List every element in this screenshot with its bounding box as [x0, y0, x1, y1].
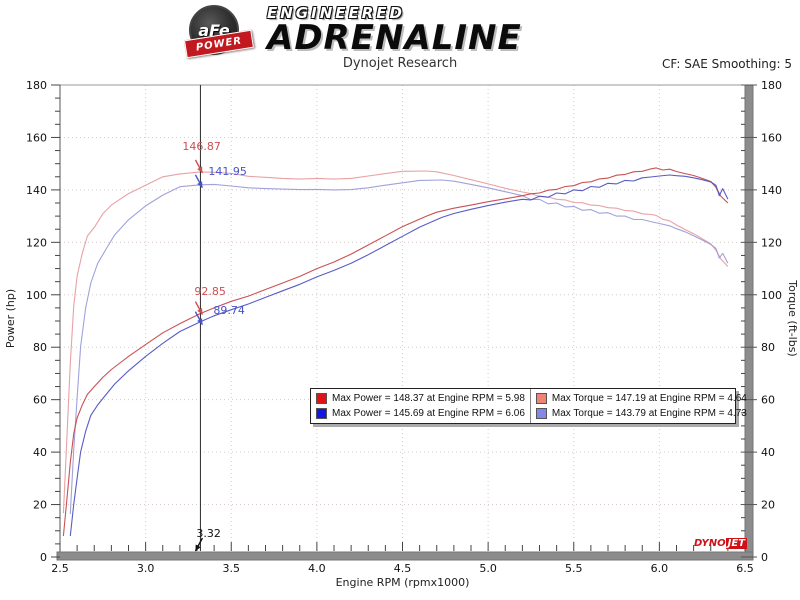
- curve-torque-run-1: [62, 170, 729, 514]
- dynojet-logo-jet: JET: [725, 538, 748, 549]
- x-tick-label: 3.0: [137, 562, 155, 575]
- x-axis-bar: [56, 551, 754, 561]
- y-tick-label-left: 20: [33, 499, 47, 512]
- torque-1-swatch-icon: [535, 393, 547, 404]
- readout-arrowhead: [197, 318, 203, 325]
- readout-torque-run-2: 141.95: [208, 164, 247, 178]
- y-tick-label-left: 100: [26, 289, 47, 302]
- torque-2-swatch-icon: [535, 408, 547, 419]
- y-axis-bar-right: [744, 84, 754, 553]
- x-tick-label: 4.5: [394, 562, 412, 575]
- readout-arrowhead: [195, 544, 201, 551]
- readout-power-run-2: 89.74: [213, 303, 245, 317]
- y-tick-label-right: 20: [761, 499, 775, 512]
- y-tick-label-right: 80: [761, 341, 775, 354]
- afe-badge-icon: aFe POWER: [183, 2, 257, 59]
- dynojet-logo-dyno: DYNO: [694, 538, 726, 549]
- power-2-swatch-icon: [316, 408, 327, 419]
- legend-item-power-2: Max Power = 145.69 at Engine RPM = 6.06: [311, 406, 530, 421]
- cursor-rpm-label: 3.32: [196, 527, 221, 540]
- legend-label: Max Torque = 143.79 at Engine RPM = 4.73: [551, 408, 747, 419]
- legend-torque-column: Max Torque = 147.19 at Engine RPM = 4.64…: [529, 389, 752, 423]
- y-tick-label-right: 0: [761, 551, 768, 564]
- y-tick-label-left: 120: [26, 236, 47, 249]
- y-axis-title-left: Power (hp): [4, 289, 17, 348]
- curve-power-run-1: [62, 167, 729, 537]
- curve-power-run-2: [69, 174, 729, 537]
- x-tick-label: 4.0: [308, 562, 326, 575]
- legend-label: Max Power = 145.69 at Engine RPM = 6.06: [332, 408, 525, 419]
- readout-torque-run-1: 146.87: [182, 139, 221, 153]
- x-axis-title: Engine RPM (rpmx1000): [336, 576, 470, 589]
- y-tick-label-left: 80: [33, 341, 47, 354]
- legend-label: Max Power = 148.37 at Engine RPM = 5.98: [332, 393, 525, 404]
- header: aFe POWER ENGINEERED ADRENALINE Dynojet …: [0, 0, 800, 78]
- y-tick-label-right: 160: [761, 131, 782, 144]
- legend-item-torque-1: Max Torque = 147.19 at Engine RPM = 4.64: [531, 391, 752, 406]
- y-tick-label-right: 40: [761, 446, 775, 459]
- brand-line-engineered: ENGINEERED: [267, 4, 405, 22]
- readout-arrowhead: [197, 181, 203, 188]
- x-tick-label: 6.5: [736, 562, 754, 575]
- chart-title: Dynojet Research: [342, 56, 458, 71]
- y-tick-label-left: 60: [33, 394, 47, 407]
- y-tick-label-left: 40: [33, 446, 47, 459]
- readout-arrowhead: [197, 308, 203, 315]
- y-tick-label-left: 180: [26, 79, 47, 92]
- readout-arrowhead: [197, 166, 203, 173]
- curve-torque-run-2: [69, 179, 729, 515]
- legend-power-column: Max Power = 148.37 at Engine RPM = 5.98 …: [311, 389, 530, 423]
- y-tick-label-left: 160: [26, 131, 47, 144]
- legend-label: Max Torque = 147.19 at Engine RPM = 4.64: [551, 393, 747, 404]
- y-tick-label-right: 60: [761, 394, 775, 407]
- y-tick-label-left: 140: [26, 184, 47, 197]
- legend: Max Power = 148.37 at Engine RPM = 5.98 …: [310, 388, 747, 424]
- x-tick-label: 2.5: [51, 562, 69, 575]
- y-tick-label-right: 100: [761, 289, 782, 302]
- y-tick-label-right: 180: [761, 79, 782, 92]
- x-tick-label: 5.0: [479, 562, 497, 575]
- y-axis-title-right: Torque (ft-lbs): [786, 279, 799, 356]
- dynojet-logo: DYNO JET: [694, 538, 748, 549]
- x-tick-label: 3.5: [223, 562, 241, 575]
- readout-power-run-1: 92.85: [194, 284, 226, 298]
- legend-item-torque-2: Max Torque = 143.79 at Engine RPM = 4.73: [531, 406, 752, 421]
- x-tick-label: 6.0: [651, 562, 669, 575]
- brand-text: ENGINEERED ADRENALINE: [267, 2, 522, 58]
- y-tick-label-right: 120: [761, 236, 782, 249]
- x-tick-label: 5.5: [565, 562, 583, 575]
- power-1-swatch-icon: [316, 393, 327, 404]
- y-tick-label-left: 0: [40, 551, 47, 564]
- y-tick-label-right: 140: [761, 184, 782, 197]
- legend-item-power-1: Max Power = 148.37 at Engine RPM = 5.98: [311, 391, 530, 406]
- afe-power-logo: aFe POWER ENGINEERED ADRENALINE: [183, 2, 522, 59]
- correction-factor-label: CF: SAE Smoothing: 5: [661, 57, 792, 71]
- brand-line-adrenaline: ADRENALINE: [267, 18, 522, 58]
